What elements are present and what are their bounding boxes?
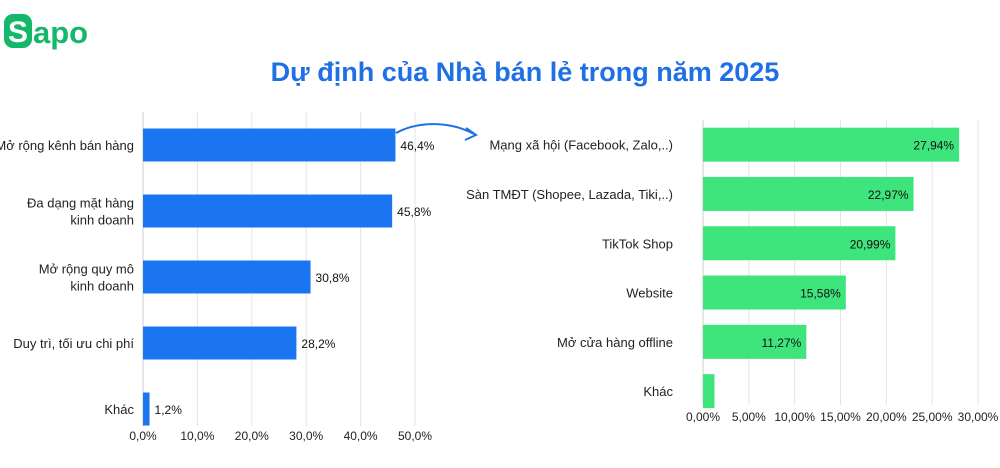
value-label: 1,2% [155, 403, 183, 417]
bar [703, 275, 846, 310]
category-label: TikTok Shop [602, 236, 673, 251]
bar [143, 392, 150, 426]
x-tick-label: 5,00% [732, 410, 766, 424]
bar [703, 374, 715, 409]
category-label: Mở cửa hàng offline [557, 335, 673, 350]
value-label: 27,94% [913, 139, 954, 153]
category-label: Duy trì, tối ưu chi phí [13, 336, 134, 351]
x-tick-label: 20,0% [235, 429, 269, 443]
bar [143, 194, 393, 228]
x-tick-label: 40,0% [344, 429, 378, 443]
x-tick-label: 0,00% [686, 410, 720, 424]
category-label: Mở rộng kênh bán hàng [0, 138, 134, 153]
connector-arrow [395, 123, 475, 135]
x-tick-label: 10,0% [180, 429, 214, 443]
category-label: Mạng xã hội (Facebook, Zalo,..) [489, 138, 673, 153]
category-label: Đa dạng mặt hàng [27, 196, 134, 211]
x-tick-label: 20,00% [866, 410, 907, 424]
sapo-logo-initial: S [8, 16, 28, 49]
category-label: Sàn TMĐT (Shopee, Lazada, Tiki,..) [466, 187, 673, 202]
sapo-logo-mark [4, 14, 32, 48]
x-tick-label: 50,0% [398, 429, 432, 443]
sapo-logo: S apo [4, 14, 88, 50]
bar [703, 324, 807, 359]
x-tick-label: 10,00% [774, 410, 815, 424]
bar [703, 176, 914, 211]
chart-title: Dự định của Nhà bán lẻ trong năm 2025 [271, 57, 780, 87]
bar [143, 128, 396, 162]
x-tick-label: 30,0% [289, 429, 323, 443]
bar [143, 260, 311, 294]
bar [703, 226, 896, 261]
connector-arrow-head [464, 127, 479, 141]
x-tick-label: 15,00% [820, 410, 861, 424]
bar [143, 326, 297, 360]
value-label: 11,27% [761, 336, 801, 350]
category-label: Website [626, 286, 673, 301]
x-tick-label: 30,00% [958, 410, 999, 424]
chart-sales-channels: 0,00% 5,00% 10,00% 15,00% 20,00% 25,00% 30,00%… [466, 120, 999, 424]
value-label: 45,8% [397, 205, 431, 219]
category-label: Mở rộng quy mô [39, 262, 134, 277]
value-label: 22,97% [868, 188, 909, 202]
value-label: 15,58% [800, 287, 841, 301]
value-label: 20,99% [850, 237, 891, 251]
chart-retail-intentions: 0,0% 10,0% 20,0% 30,0% 40,0% 50,0% Mở rộng kên… [0, 112, 435, 443]
value-label: 30,8% [316, 271, 350, 285]
value-label: 28,2% [301, 337, 335, 351]
category-label: Khác [643, 384, 673, 399]
x-tick-label: 0,0% [129, 429, 157, 443]
bar [703, 127, 960, 162]
category-label: kinh doanh [70, 279, 134, 294]
sapo-logo-text: apo [33, 15, 88, 50]
category-label: Khác [104, 402, 134, 417]
category-label: kinh doanh [70, 213, 134, 228]
value-label: 46,4% [400, 139, 434, 153]
x-tick-label: 25,00% [912, 410, 953, 424]
